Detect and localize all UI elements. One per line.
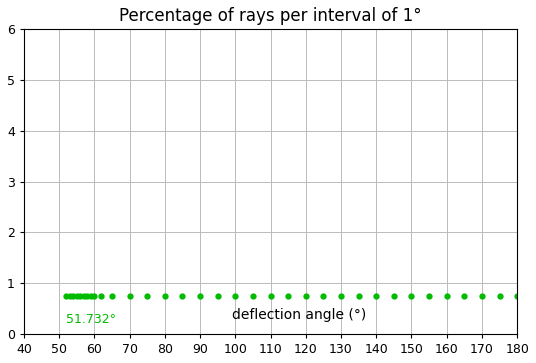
Text: 51.732°: 51.732° — [66, 313, 116, 326]
Text: deflection angle (°): deflection angle (°) — [232, 308, 366, 322]
Title: Percentage of rays per interval of 1°: Percentage of rays per interval of 1° — [119, 7, 422, 25]
